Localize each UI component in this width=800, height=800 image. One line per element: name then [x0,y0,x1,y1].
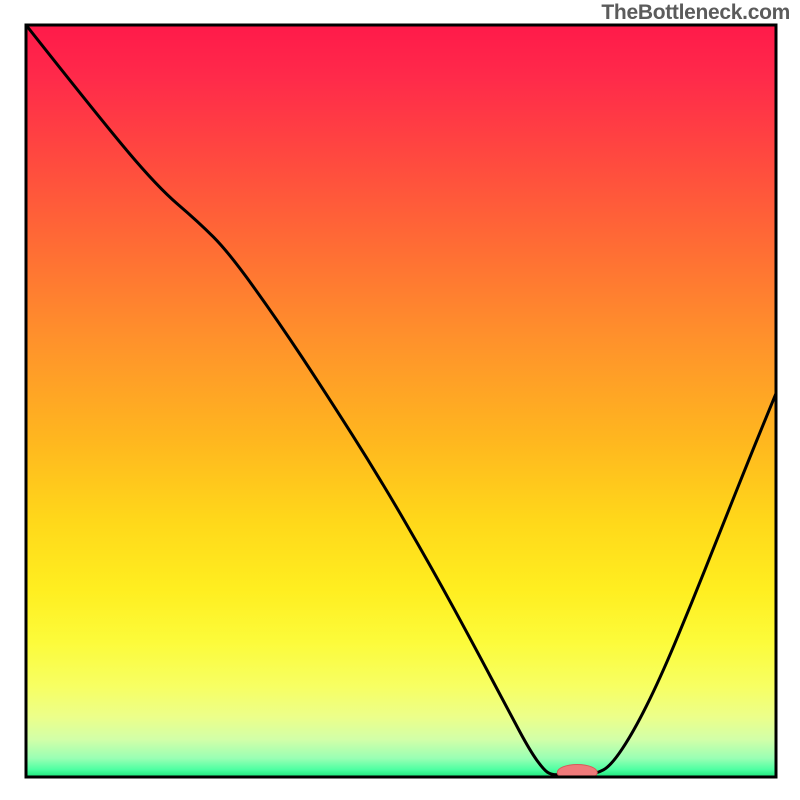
gradient-background [26,25,776,777]
watermark-text: TheBottleneck.com [601,1,790,25]
bottleneck-chart [0,0,800,800]
chart-container: TheBottleneck.com [0,0,800,800]
